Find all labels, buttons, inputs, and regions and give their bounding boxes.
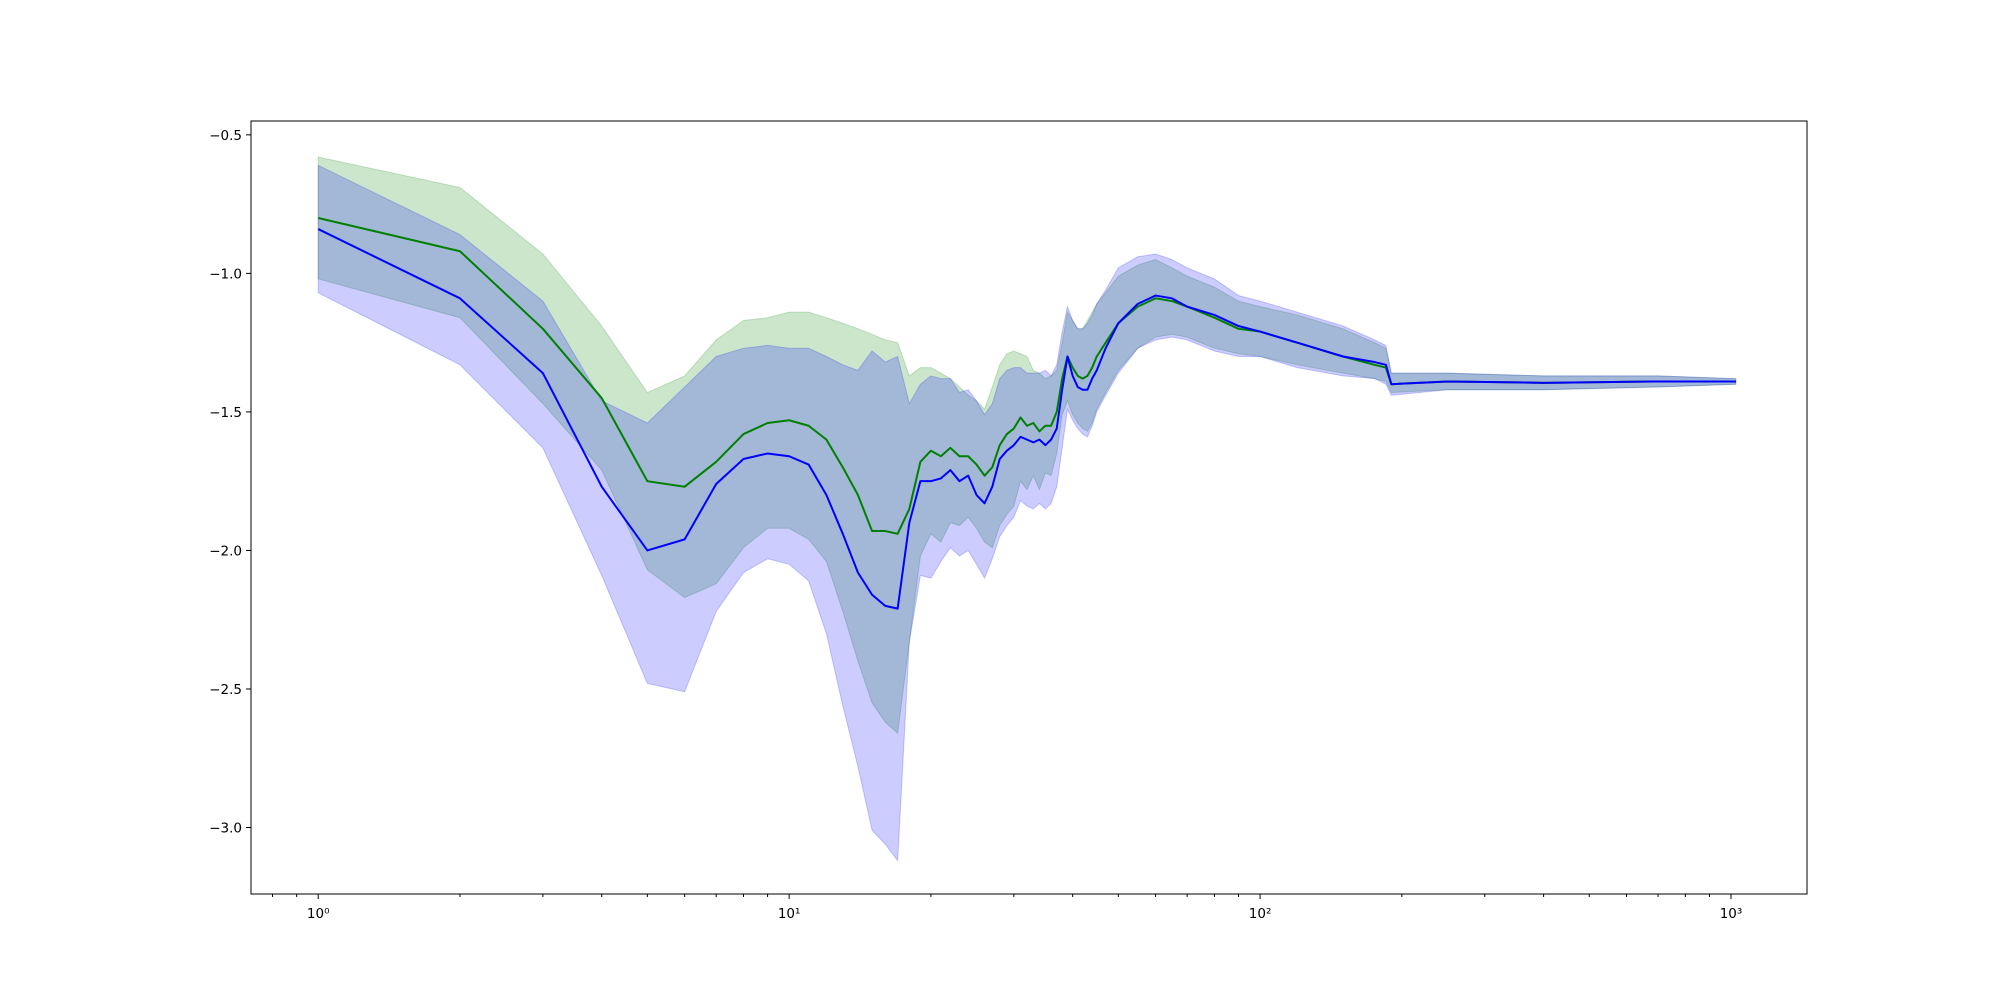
- y-tick-label: −2.0: [209, 543, 242, 559]
- x-tick-label: 10³: [1720, 906, 1743, 922]
- plot-frame: [250, 120, 1808, 895]
- y-tick-label: −0.5: [209, 128, 242, 144]
- series-1-band: [317, 156, 1737, 735]
- y-axis: −0.5 −1.0 −1.5 −2.0 −2.5 −3.0: [209, 128, 251, 837]
- series-2-band: [317, 164, 1737, 863]
- confidence-bands: [317, 156, 1737, 863]
- x-tick-label: 10¹: [778, 906, 801, 922]
- series-lines: [317, 216, 1736, 610]
- x-axis: 10⁰ 10¹ 10² 10³: [272, 894, 1743, 922]
- y-tick-label: −1.5: [209, 405, 242, 421]
- y-tick-label: −1.0: [209, 266, 242, 282]
- series-1-line: [317, 216, 1736, 535]
- series-2-line: [317, 228, 1736, 610]
- y-tick-label: −2.5: [209, 682, 242, 698]
- x-tick-label: 10²: [1249, 906, 1272, 922]
- y-tick-label: −3.0: [209, 821, 242, 837]
- x-tick-label: 10⁰: [307, 906, 330, 922]
